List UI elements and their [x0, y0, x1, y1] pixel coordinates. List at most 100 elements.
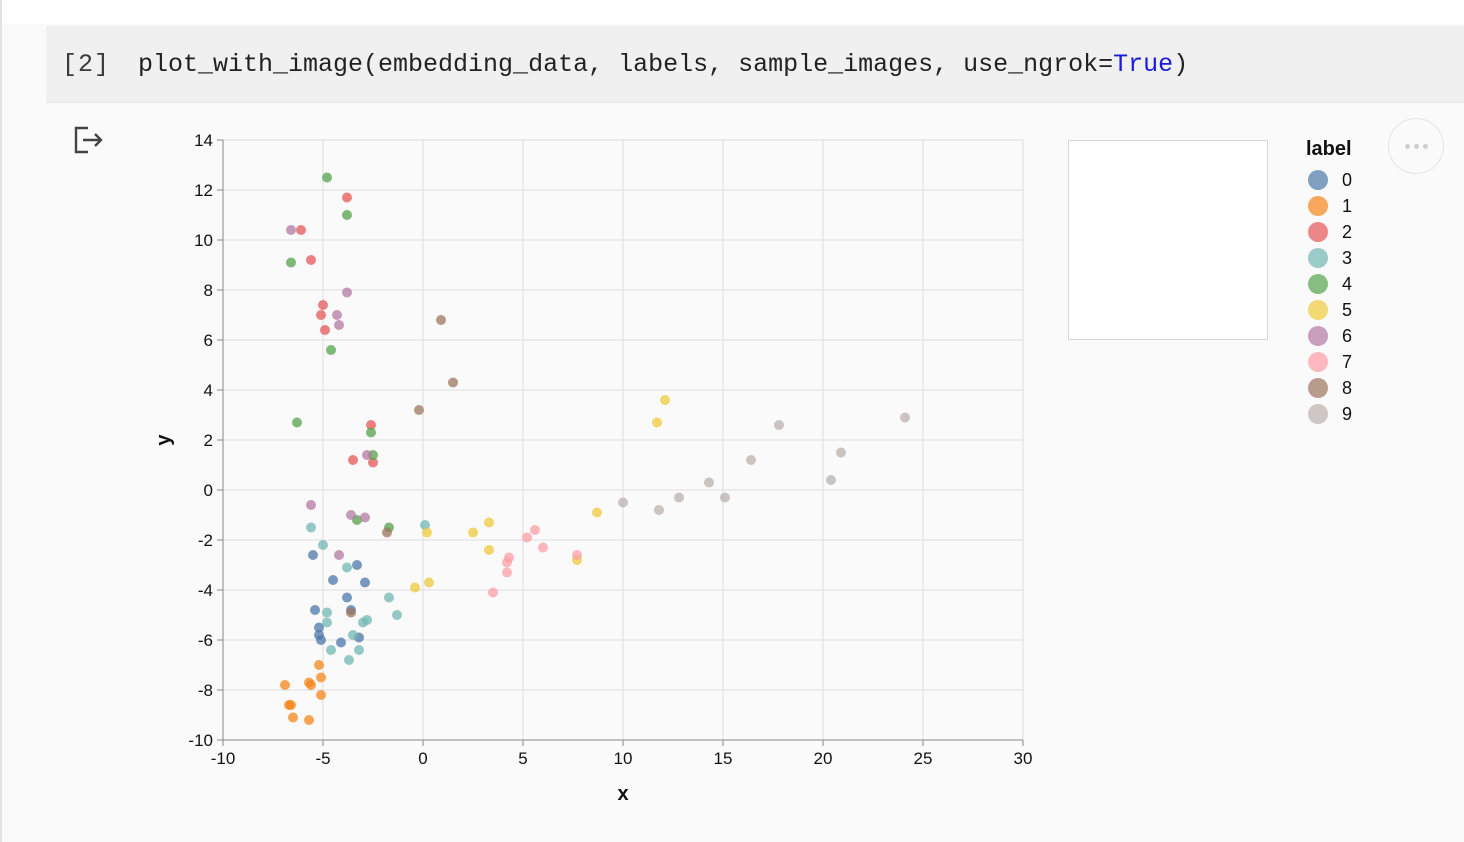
scatter-point[interactable]	[316, 635, 326, 645]
scatter-point[interactable]	[422, 527, 432, 538]
legend-item[interactable]: 7	[1306, 349, 1352, 375]
scatter-point[interactable]	[366, 427, 376, 438]
code-cell[interactable]: [2] plot_with_image(embedding_data, labe…	[46, 26, 1464, 103]
scatter-point[interactable]	[674, 492, 684, 503]
scatter-point[interactable]	[704, 477, 714, 488]
scatter-point[interactable]	[660, 395, 670, 405]
scatter-point[interactable]	[360, 512, 370, 523]
scatter-point[interactable]	[522, 532, 532, 543]
scatter-point[interactable]	[306, 255, 316, 265]
scatter-point[interactable]	[774, 420, 784, 430]
scatter-point[interactable]	[392, 610, 402, 620]
legend-item[interactable]: 1	[1306, 193, 1352, 219]
scatter-point[interactable]	[572, 550, 582, 560]
scatter-point[interactable]	[352, 560, 362, 570]
scatter-point[interactable]	[592, 507, 602, 518]
scatter-point[interactable]	[530, 525, 540, 535]
scatter-point[interactable]	[322, 172, 332, 183]
scatter-point[interactable]	[334, 320, 344, 330]
legend-item[interactable]: 0	[1306, 167, 1352, 193]
scatter-point[interactable]	[420, 520, 430, 530]
scatter-point[interactable]	[484, 545, 494, 555]
scatter-point[interactable]	[652, 417, 662, 428]
legend-item[interactable]: 8	[1306, 375, 1352, 401]
scatter-point[interactable]	[322, 607, 332, 618]
scatter-point[interactable]	[654, 505, 664, 515]
scatter-point[interactable]	[316, 310, 326, 320]
scatter-point[interactable]	[320, 325, 330, 335]
scatter-point[interactable]	[334, 550, 344, 560]
scatter-point[interactable]	[414, 405, 424, 415]
scatter-point[interactable]	[316, 690, 326, 700]
scatter-point[interactable]	[484, 517, 494, 528]
scatter-point[interactable]	[284, 700, 294, 710]
scatter-point[interactable]	[310, 605, 320, 615]
legend-item[interactable]: 4	[1306, 271, 1352, 297]
scatter-point[interactable]	[382, 527, 392, 538]
scatter-point[interactable]	[502, 567, 512, 578]
scatter-point[interactable]	[306, 522, 316, 533]
scatter-point[interactable]	[384, 592, 394, 603]
scatter-point[interactable]	[448, 377, 458, 388]
scatter-point[interactable]	[316, 672, 326, 683]
scatter-point[interactable]	[308, 550, 318, 560]
scatter-point[interactable]	[318, 540, 328, 550]
scatter-point[interactable]	[342, 210, 352, 220]
scatter-point[interactable]	[314, 660, 324, 670]
scatter-point[interactable]	[342, 192, 352, 203]
scatter-point[interactable]	[348, 455, 358, 465]
scatter-point[interactable]	[900, 412, 910, 423]
scatter-point[interactable]	[348, 630, 358, 640]
legend-item[interactable]: 3	[1306, 245, 1352, 271]
scatter-point[interactable]	[328, 575, 338, 585]
scatter-point[interactable]	[306, 680, 316, 690]
scatter-point[interactable]	[346, 607, 356, 618]
scatter-point[interactable]	[746, 455, 756, 465]
scatter-point[interactable]	[336, 637, 346, 648]
scatter-point[interactable]	[322, 617, 332, 628]
scatter-point[interactable]	[332, 310, 342, 320]
scatter-point[interactable]	[292, 417, 302, 428]
scatter-point[interactable]	[410, 582, 420, 593]
scatter-point[interactable]	[354, 645, 364, 655]
scatter-point[interactable]	[280, 680, 290, 690]
scatter-point[interactable]	[488, 587, 498, 598]
scatter-point[interactable]	[296, 225, 306, 235]
scatter-point[interactable]	[306, 500, 316, 510]
scatter-point[interactable]	[288, 712, 298, 723]
scatter-point[interactable]	[368, 457, 378, 468]
legend-item[interactable]: 6	[1306, 323, 1352, 349]
scatter-point[interactable]	[326, 345, 336, 355]
scatter-point[interactable]	[366, 420, 376, 430]
legend-item[interactable]: 5	[1306, 297, 1352, 323]
scatter-point[interactable]	[424, 577, 434, 588]
scatter-point[interactable]	[326, 645, 336, 655]
legend-item[interactable]: 9	[1306, 401, 1352, 427]
scatter-point[interactable]	[304, 715, 314, 725]
scatter-point[interactable]	[342, 562, 352, 573]
scatter-point[interactable]	[362, 450, 372, 460]
scatter-point[interactable]	[502, 557, 512, 568]
scatter-point[interactable]	[360, 577, 370, 588]
scatter-point[interactable]	[436, 315, 446, 325]
scatter-point[interactable]	[836, 447, 846, 458]
more-options-icon[interactable]	[1388, 118, 1444, 174]
scatter-point[interactable]	[618, 497, 628, 508]
scatter-point[interactable]	[342, 592, 352, 603]
scatter-point[interactable]	[344, 655, 354, 665]
scatter-point[interactable]	[318, 300, 328, 310]
scatter-point[interactable]	[538, 542, 548, 553]
scatter-point[interactable]	[362, 615, 372, 625]
scatter-point[interactable]	[826, 475, 836, 485]
legend-item[interactable]: 2	[1306, 219, 1352, 245]
scatter-point[interactable]	[346, 510, 356, 520]
output-exit-icon[interactable]	[72, 124, 106, 156]
scatter-point[interactable]	[720, 492, 730, 503]
scatter-point[interactable]	[342, 287, 352, 298]
scatter-point[interactable]	[314, 622, 324, 633]
scatter-point[interactable]	[286, 257, 296, 268]
scatter-point[interactable]	[286, 225, 296, 235]
more-dot-icon	[1413, 143, 1419, 149]
scatter-point[interactable]	[468, 527, 478, 538]
code-line[interactable]: plot_with_image(embedding_data, labels, …	[138, 50, 1188, 79]
